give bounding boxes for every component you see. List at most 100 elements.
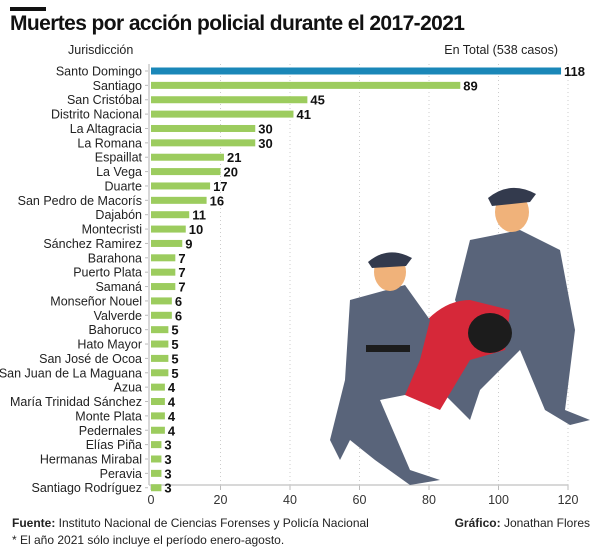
category-label: Montecristi — [82, 223, 142, 237]
data-label: 118 — [564, 64, 585, 79]
bar — [151, 455, 162, 463]
data-label: 4 — [168, 409, 176, 424]
bar — [151, 168, 221, 176]
bar — [151, 124, 256, 132]
category-label: Monseñor Nouel — [50, 294, 142, 308]
category-label: Hermanas Mirabal — [40, 452, 142, 466]
bar — [151, 412, 165, 420]
bar — [151, 182, 211, 190]
bar — [151, 469, 162, 477]
data-label: 3 — [164, 452, 171, 467]
chart-title: Muertes por acción policial durante el 2… — [10, 12, 465, 35]
data-label: 3 — [164, 481, 171, 496]
category-label: Pedernales — [79, 424, 142, 438]
x-tick-label: 60 — [353, 493, 367, 507]
bar — [151, 354, 169, 362]
data-label: 21 — [227, 150, 241, 165]
category-label: San Cristóbal — [67, 93, 142, 107]
data-label: 10 — [189, 222, 203, 237]
bar — [151, 441, 162, 449]
data-label: 3 — [164, 466, 171, 481]
data-label: 41 — [296, 107, 310, 122]
data-label: 3 — [164, 438, 171, 453]
category-label: Peravia — [100, 467, 142, 481]
credit-text: Jonathan Flores — [500, 516, 590, 530]
bar — [151, 268, 176, 276]
category-label: San José de Ocoa — [39, 352, 142, 366]
title-accent-bar — [10, 7, 46, 11]
bar — [151, 326, 169, 334]
bar — [151, 283, 176, 291]
x-tick-label: 120 — [558, 493, 579, 507]
category-label: La Altagracia — [70, 122, 142, 136]
x-tick-label: 80 — [422, 493, 436, 507]
data-label: 7 — [178, 265, 185, 280]
bar — [151, 484, 162, 492]
bar — [151, 340, 169, 348]
data-label: 20 — [224, 165, 238, 180]
data-label: 16 — [210, 193, 224, 208]
data-label: 5 — [171, 351, 178, 366]
data-label: 30 — [258, 136, 272, 151]
bar — [151, 67, 562, 75]
source-label: Fuente: — [12, 516, 56, 530]
bar — [151, 254, 176, 262]
bar — [151, 311, 172, 319]
category-label: Elías Piña — [86, 438, 142, 452]
category-label: María Trinidad Sánchez — [10, 395, 142, 409]
source-text: Instituto Nacional de Ciencias Forenses … — [55, 516, 369, 530]
credit-note: Gráfico: Jonathan Flores — [455, 516, 590, 530]
total-label: En Total (538 casos) — [444, 43, 558, 57]
bar — [151, 153, 224, 161]
credit-label: Gráfico: — [454, 516, 501, 530]
bar — [151, 225, 186, 233]
category-label: Barahona — [88, 251, 142, 265]
x-tick-label: 100 — [488, 493, 509, 507]
y-axis-label: Jurisdicción — [68, 43, 134, 57]
category-label: Duarte — [104, 179, 142, 193]
data-label: 6 — [175, 308, 182, 323]
data-label: 4 — [168, 380, 176, 395]
data-label: 6 — [175, 294, 182, 309]
category-label: Hato Mayor — [77, 338, 142, 352]
data-label: 11 — [192, 208, 206, 223]
bar — [151, 96, 308, 104]
bar — [151, 398, 165, 406]
category-label: Monte Plata — [75, 409, 142, 423]
category-label: La Vega — [96, 165, 142, 179]
police-illustration — [330, 187, 590, 485]
x-tick-label: 0 — [148, 493, 155, 507]
bar — [151, 196, 207, 204]
category-label: Valverde — [94, 309, 142, 323]
data-label: 89 — [463, 78, 477, 93]
bar — [151, 383, 165, 391]
category-label: Espaillat — [95, 151, 143, 165]
data-label: 7 — [178, 251, 185, 266]
bar — [151, 297, 172, 305]
data-label: 17 — [213, 179, 227, 194]
category-label: Puerto Plata — [73, 266, 142, 280]
data-label: 45 — [310, 93, 324, 108]
category-label: San Juan de La Maguana — [0, 366, 142, 380]
data-label: 5 — [171, 323, 178, 338]
bar — [151, 211, 190, 219]
source-note: Fuente: Instituto Nacional de Ciencias F… — [12, 516, 369, 530]
bar — [151, 239, 183, 247]
bar — [151, 110, 294, 118]
data-label: 7 — [178, 280, 185, 295]
data-label: 4 — [168, 423, 176, 438]
x-tick-label: 40 — [283, 493, 297, 507]
category-label: Dajabón — [95, 208, 142, 222]
category-label: Bahoruco — [88, 323, 142, 337]
data-label: 4 — [168, 395, 176, 410]
bar — [151, 369, 169, 377]
category-label: San Pedro de Macorís — [18, 194, 142, 208]
category-label: Sánchez Ramirez — [43, 237, 142, 251]
data-label: 5 — [171, 337, 178, 352]
category-label: Distrito Nacional — [51, 108, 142, 122]
category-label: Santiago — [93, 79, 142, 93]
data-label: 5 — [171, 366, 178, 381]
footnote: * El año 2021 sólo incluye el período en… — [12, 533, 285, 547]
